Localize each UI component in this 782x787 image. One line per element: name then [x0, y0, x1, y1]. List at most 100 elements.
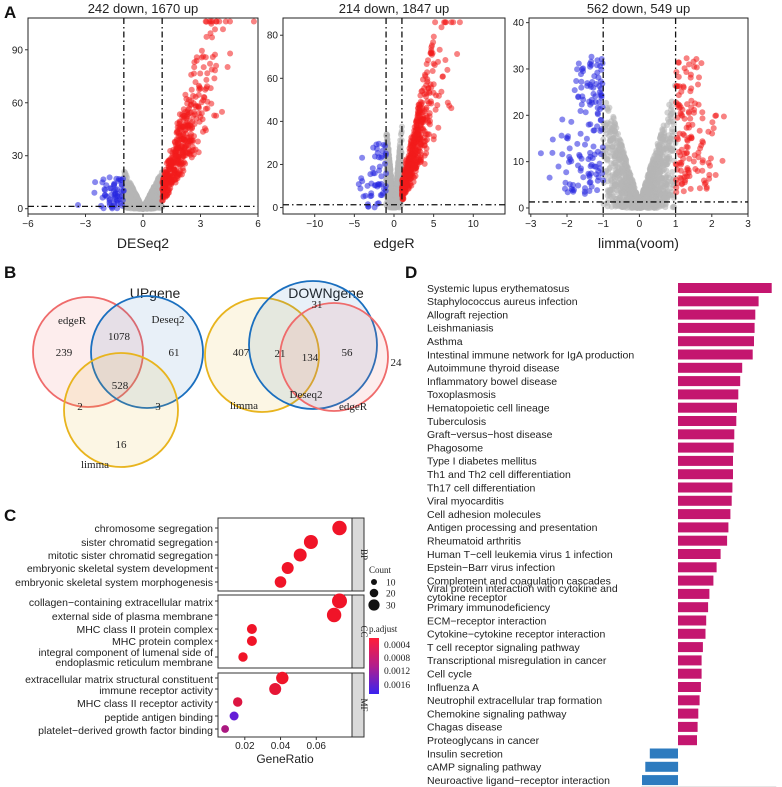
volcano-point-ns: [616, 141, 623, 148]
volcano-point-ns: [631, 189, 638, 196]
volcano-point-ns: [654, 154, 661, 160]
volcano-point-down: [91, 189, 98, 196]
volcano-y-tick-label: 40: [267, 117, 279, 128]
volcano-point-up: [434, 102, 441, 109]
volcano-point-down: [75, 202, 81, 208]
volcano-point-up: [402, 160, 409, 167]
volcano-point-up: [209, 34, 215, 41]
volcano-point-down: [367, 171, 374, 178]
volcano-point-ns: [621, 189, 628, 196]
volcano-point-up: [227, 50, 234, 57]
volcano-point-up: [222, 18, 229, 25]
volcano-point-up: [167, 185, 174, 192]
volcano-point-ns: [610, 143, 616, 150]
volcano-point-up: [161, 190, 168, 197]
volcano-point-up: [188, 86, 195, 93]
volcano-point-up: [191, 70, 197, 77]
volcano-point-down: [117, 200, 124, 207]
volcano-point-ns: [397, 131, 404, 138]
volcano-point-up: [428, 100, 435, 107]
volcano-point-ns: [646, 204, 653, 211]
volcano-point-ns: [389, 197, 396, 204]
volcano-point-ns: [622, 155, 629, 162]
volcano-point-up: [197, 70, 204, 77]
volcano-point-ns: [393, 180, 400, 187]
volcano-point-down: [364, 182, 371, 189]
volcano-point-up: [413, 118, 419, 125]
volcano-limma-voom-: 562 down, 549 up−3 −2 −1 0 1 2 3010203040limma…: [513, 1, 751, 251]
volcano-point-ns: [611, 128, 618, 135]
volcano-point-up: [415, 130, 422, 137]
volcano-point-up: [689, 121, 696, 128]
volcano-point-up: [430, 136, 437, 143]
volcano-point-up: [201, 94, 208, 101]
volcano-title: 214 down, 1847 up: [339, 1, 450, 16]
volcano-point-up: [409, 171, 415, 178]
volcano-point-ns: [609, 197, 616, 204]
volcano-point-up: [208, 100, 215, 107]
volcano-point-up: [196, 118, 203, 125]
volcano-point-ns: [131, 199, 138, 205]
volcano-point-ns: [652, 188, 659, 195]
volcano-point-up: [190, 92, 197, 99]
volcano-point-ns: [643, 186, 650, 193]
volcano-point-up: [436, 46, 443, 53]
volcano-point-ns: [610, 135, 617, 142]
volcano-point-up: [422, 71, 428, 78]
volcano-point-up: [429, 68, 436, 74]
volcano-point-down: [379, 153, 386, 160]
volcano-x-tick-label: −3: [80, 219, 92, 230]
volcano-point-up: [213, 18, 220, 25]
volcano-title: 242 down, 1670 up: [88, 1, 199, 16]
volcano-point-up: [164, 172, 171, 179]
volcano-point-up: [208, 18, 215, 25]
volcano-point-up: [703, 185, 710, 192]
volcano-point-up: [712, 172, 719, 178]
volcano-point-up: [675, 92, 682, 99]
volcano-point-ns: [666, 101, 673, 108]
volcano-point-up: [399, 195, 406, 202]
volcano-point-ns: [606, 104, 613, 111]
volcano-y-tick-label: 0: [17, 204, 23, 215]
volcano-point-ns: [667, 135, 674, 142]
volcano-point-down: [376, 163, 383, 170]
volcano-point-ns: [664, 109, 671, 116]
volcano-y-tick-label: 80: [267, 31, 279, 42]
volcano-point-down: [120, 175, 126, 182]
volcano-point-ns: [663, 173, 669, 180]
volcano-point-ns: [629, 204, 636, 211]
volcano-title: 562 down, 549 up: [587, 1, 690, 16]
volcano-point-up: [691, 63, 698, 70]
volcano-point-up: [415, 101, 422, 108]
volcano-point-up: [424, 131, 431, 138]
volcano-point-up: [168, 179, 175, 186]
volcano-point-ns: [619, 202, 626, 209]
volcano-point-up: [180, 149, 187, 156]
volcano-y-tick-label: 0: [272, 203, 278, 214]
volcano-point-up: [402, 177, 409, 184]
volcano-point-up: [212, 67, 218, 74]
volcano-point-up: [176, 124, 183, 130]
volcano-point-up: [227, 18, 233, 25]
volcano-point-down: [111, 180, 118, 187]
volcano-point-up: [454, 51, 461, 57]
volcano-point-up: [429, 42, 435, 49]
volcano-point-up: [173, 152, 179, 159]
volcano-point-up: [212, 26, 218, 33]
volcano-point-up: [695, 101, 702, 108]
volcano-point-up: [168, 155, 175, 161]
volcano-point-up: [200, 64, 207, 71]
volcano-point-up: [198, 110, 205, 117]
volcano-point-up: [439, 73, 446, 80]
volcano-point-down: [355, 181, 362, 188]
volcano-point-down: [112, 196, 118, 203]
volcano-point-up: [176, 170, 183, 177]
volcano-point-up: [423, 61, 430, 67]
volcano-point-ns: [150, 199, 157, 206]
volcano-point-ns: [613, 169, 620, 176]
volcano-point-ns: [615, 152, 622, 159]
volcano-point-ns: [646, 177, 653, 184]
